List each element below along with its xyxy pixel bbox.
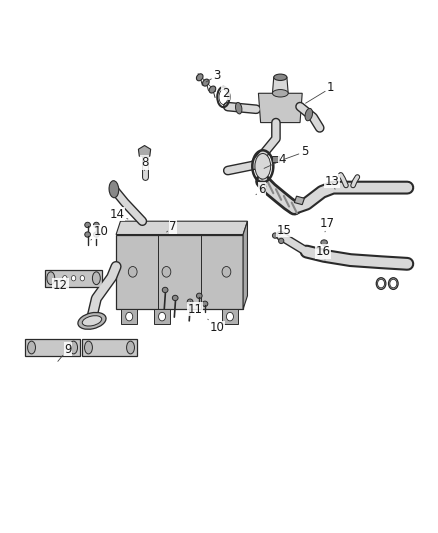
Text: 9: 9 (58, 343, 72, 361)
Ellipse shape (28, 341, 35, 354)
Circle shape (226, 312, 233, 321)
Ellipse shape (202, 301, 208, 306)
Ellipse shape (236, 102, 242, 114)
Text: 6: 6 (256, 183, 266, 196)
Text: 4: 4 (264, 154, 286, 168)
Circle shape (80, 276, 85, 281)
Polygon shape (272, 156, 279, 162)
Ellipse shape (272, 233, 278, 238)
Ellipse shape (162, 287, 168, 293)
Text: 14: 14 (110, 208, 128, 221)
Ellipse shape (202, 79, 209, 86)
Ellipse shape (255, 154, 271, 179)
Polygon shape (272, 77, 288, 93)
Ellipse shape (94, 232, 99, 237)
Ellipse shape (173, 295, 178, 301)
Ellipse shape (94, 222, 99, 228)
Polygon shape (25, 339, 80, 356)
Circle shape (222, 266, 231, 277)
Polygon shape (294, 196, 304, 205)
Ellipse shape (187, 299, 193, 304)
Circle shape (390, 279, 397, 288)
Text: 12: 12 (53, 279, 68, 292)
Polygon shape (154, 309, 170, 324)
Ellipse shape (78, 312, 106, 329)
Ellipse shape (85, 222, 90, 228)
Ellipse shape (196, 74, 203, 81)
Text: 3: 3 (206, 69, 220, 82)
Ellipse shape (109, 181, 119, 198)
Polygon shape (121, 309, 137, 324)
Ellipse shape (305, 108, 313, 121)
Text: 15: 15 (276, 224, 291, 237)
Text: 8: 8 (141, 156, 148, 171)
Circle shape (126, 312, 133, 321)
Ellipse shape (92, 272, 100, 285)
Ellipse shape (127, 341, 134, 354)
Text: 7: 7 (166, 220, 177, 233)
Ellipse shape (279, 238, 284, 244)
Ellipse shape (85, 232, 90, 237)
Ellipse shape (272, 90, 288, 97)
Polygon shape (82, 339, 137, 356)
Text: 5: 5 (284, 146, 308, 159)
Polygon shape (222, 309, 238, 324)
Circle shape (63, 276, 67, 281)
Polygon shape (116, 221, 247, 235)
Circle shape (378, 279, 385, 288)
Polygon shape (138, 146, 151, 156)
Circle shape (128, 266, 137, 277)
Polygon shape (243, 221, 247, 309)
Text: 11: 11 (187, 301, 202, 316)
Text: 13: 13 (325, 175, 339, 189)
Polygon shape (45, 270, 102, 287)
Polygon shape (116, 235, 243, 309)
Ellipse shape (196, 293, 202, 298)
Polygon shape (258, 93, 302, 123)
Ellipse shape (376, 278, 386, 289)
Text: 17: 17 (320, 217, 335, 232)
Circle shape (162, 266, 171, 277)
Ellipse shape (47, 272, 55, 285)
Circle shape (159, 312, 166, 321)
Ellipse shape (85, 341, 92, 354)
Ellipse shape (82, 316, 102, 326)
Circle shape (71, 276, 76, 281)
Ellipse shape (389, 278, 398, 289)
Ellipse shape (209, 86, 216, 93)
Text: 2: 2 (222, 87, 230, 102)
Text: 10: 10 (91, 225, 108, 240)
Ellipse shape (274, 74, 287, 80)
Text: 1: 1 (306, 82, 335, 103)
Ellipse shape (321, 240, 328, 245)
Ellipse shape (70, 341, 78, 354)
Text: 16: 16 (316, 245, 331, 260)
Text: 10: 10 (208, 319, 224, 334)
